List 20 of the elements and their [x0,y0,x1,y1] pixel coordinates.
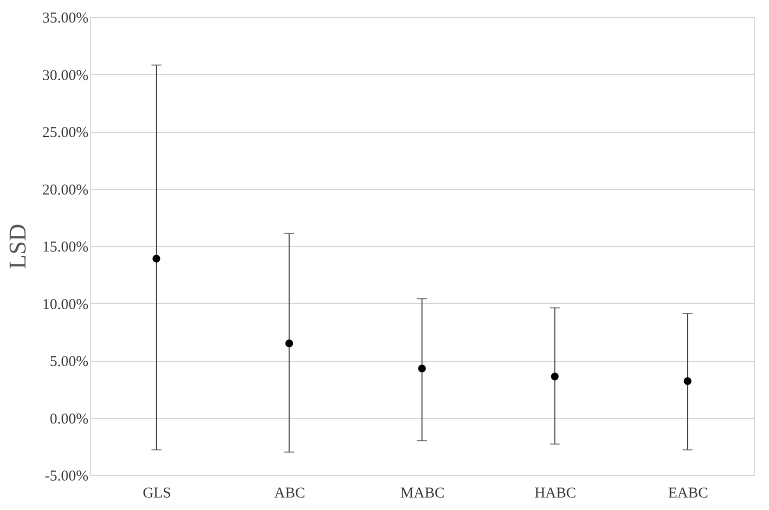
x-tick-label: GLS [142,486,172,502]
y-tick-label: 0.00% [50,411,88,428]
x-tick-label: MABC [400,486,445,502]
point [550,372,559,380]
y-tick-label: -5.00% [44,468,88,484]
point [285,339,294,348]
y-tick-label: 30.00% [42,68,88,84]
y-tick-label: 15.00% [42,240,88,256]
point [684,377,692,385]
y-tick-label: 5.00% [50,354,88,370]
y-tick-label: 35.00% [42,10,88,26]
x-tick-label: HABC [534,486,576,502]
point [418,364,426,372]
point [152,254,160,262]
y-tick-label: 20.00% [42,182,88,198]
x-tick-label: EABC [668,486,708,502]
x-tick-label: ABC [274,486,306,502]
y-tick-label: 25.00% [42,125,88,141]
y-axis-title: LSD [5,224,32,270]
y-tick-label: 10.00% [42,296,88,313]
